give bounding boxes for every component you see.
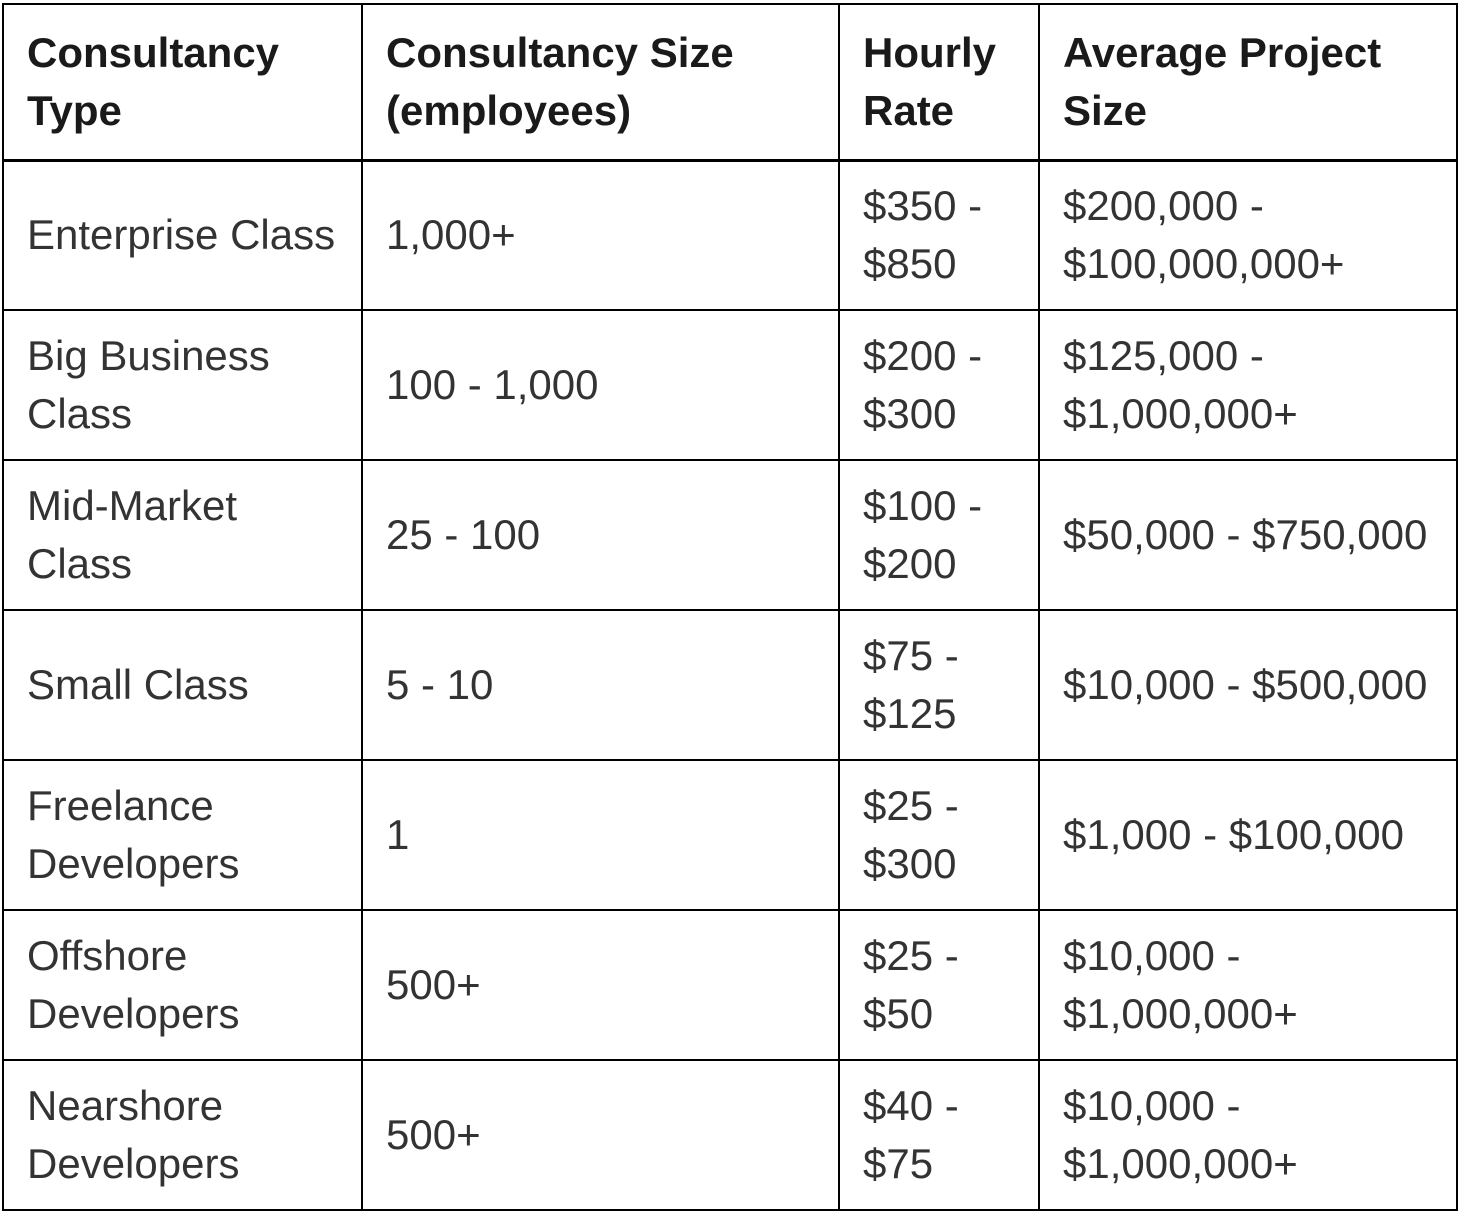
header-hourly-rate: Hourly Rate bbox=[838, 3, 1040, 162]
cell-rate: $200 - $300 bbox=[838, 309, 1040, 461]
cell-type: Offshore Developers bbox=[2, 909, 363, 1061]
cell-project: $10,000 - $1,000,000+ bbox=[1038, 1059, 1458, 1211]
table-row: Nearshore Developers 500+ $40 - $75 $10,… bbox=[2, 1059, 1458, 1211]
cell-project: $50,000 - $750,000 bbox=[1038, 459, 1458, 611]
header-consultancy-type: Consultancy Type bbox=[2, 3, 363, 162]
cell-rate: $40 - $75 bbox=[838, 1059, 1040, 1211]
cell-project: $10,000 - $500,000 bbox=[1038, 609, 1458, 761]
header-consultancy-size: Consultancy Size (employees) bbox=[361, 3, 840, 162]
table-row: Big Business Class 100 - 1,000 $200 - $3… bbox=[2, 309, 1458, 461]
cell-type: Mid-Market Class bbox=[2, 459, 363, 611]
cell-type: Freelance Developers bbox=[2, 759, 363, 911]
consultancy-pricing-table: Consultancy Type Consultancy Size (emplo… bbox=[2, 3, 1458, 1211]
header-avg-project-size: Average Project Size bbox=[1038, 3, 1458, 162]
table-row: Freelance Developers 1 $25 - $300 $1,000… bbox=[2, 759, 1458, 911]
table-header-row: Consultancy Type Consultancy Size (emplo… bbox=[2, 3, 1458, 162]
cell-project: $1,000 - $100,000 bbox=[1038, 759, 1458, 911]
cell-size: 1 bbox=[361, 759, 840, 911]
table-row: Offshore Developers 500+ $25 - $50 $10,0… bbox=[2, 909, 1458, 1061]
cell-project: $200,000 - $100,000,000+ bbox=[1038, 159, 1458, 311]
cell-type: Enterprise Class bbox=[2, 159, 363, 311]
cell-type: Small Class bbox=[2, 609, 363, 761]
table-row: Mid-Market Class 25 - 100 $100 - $200 $5… bbox=[2, 459, 1458, 611]
cell-rate: $350 - $850 bbox=[838, 159, 1040, 311]
cell-project: $125,000 - $1,000,000+ bbox=[1038, 309, 1458, 461]
cell-size: 500+ bbox=[361, 1059, 840, 1211]
cell-rate: $75 - $125 bbox=[838, 609, 1040, 761]
cell-type: Nearshore Developers bbox=[2, 1059, 363, 1211]
cell-size: 5 - 10 bbox=[361, 609, 840, 761]
cell-size: 25 - 100 bbox=[361, 459, 840, 611]
table-row: Small Class 5 - 10 $75 - $125 $10,000 - … bbox=[2, 609, 1458, 761]
cell-rate: $25 - $300 bbox=[838, 759, 1040, 911]
cell-size: 1,000+ bbox=[361, 159, 840, 311]
cell-size: 100 - 1,000 bbox=[361, 309, 840, 461]
cell-project: $10,000 - $1,000,000+ bbox=[1038, 909, 1458, 1061]
cell-rate: $100 - $200 bbox=[838, 459, 1040, 611]
cell-type: Big Business Class bbox=[2, 309, 363, 461]
cell-rate: $25 - $50 bbox=[838, 909, 1040, 1061]
cell-size: 500+ bbox=[361, 909, 840, 1061]
table-row: Enterprise Class 1,000+ $350 - $850 $200… bbox=[2, 159, 1458, 311]
